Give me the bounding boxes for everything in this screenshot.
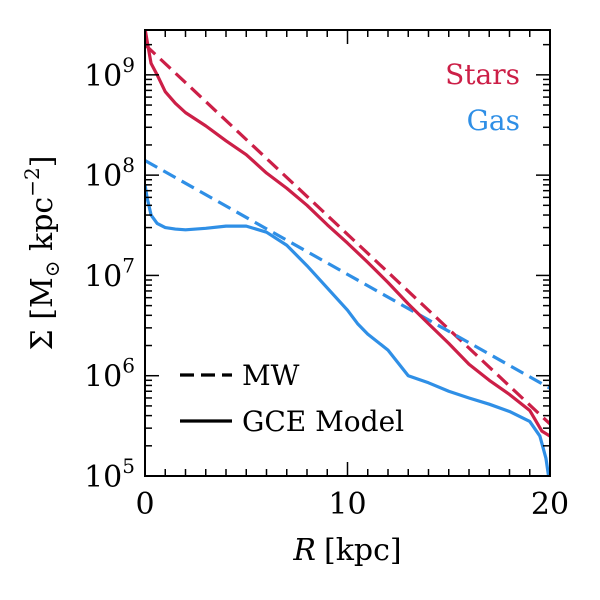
legend-label-stars: Stars (445, 58, 520, 91)
y-tick-label-base: 10 (84, 460, 122, 495)
y-tick-label-exp: 6 (122, 354, 135, 378)
y-tick-label-base: 10 (84, 59, 122, 94)
series-layer (145, 30, 550, 476)
y-tick-label: 108 (84, 153, 135, 194)
y-tick-label-exp: 5 (122, 454, 135, 478)
plot-frame (144, 29, 551, 477)
series-line-stars-gce-model (145, 30, 550, 438)
x-axis-label-unit: [kpc] (324, 533, 402, 568)
x-axis-label-var: R (292, 533, 316, 568)
y-axis-label: Σ [M⊙ kpc−2] (20, 156, 64, 351)
series-line-stars-mw (145, 43, 550, 426)
y-tick-label-base: 10 (84, 360, 122, 395)
y-tick-label-exp: 8 (122, 153, 135, 177)
y-tick-label: 105 (84, 454, 135, 495)
x-tick-label: 10 (328, 487, 366, 522)
legend-label-solid: GCE Model (242, 405, 404, 438)
x-axis-label: R [kpc] (292, 533, 401, 568)
y-tick-label-base: 10 (84, 259, 122, 294)
y-tick-label: 106 (84, 354, 135, 395)
series-line-gas-mw (145, 159, 550, 390)
y-tick-label: 107 (84, 253, 135, 294)
series-line-gas-gce-model (145, 184, 550, 476)
legend-label-gas: Gas (467, 104, 520, 137)
y-tick-label: 109 (84, 53, 135, 94)
x-tick-label: 20 (531, 487, 569, 522)
legend-series: Stars Gas (445, 58, 520, 137)
y-tick-label-exp: 9 (122, 53, 135, 77)
x-tick-label: 0 (135, 487, 154, 522)
y-tick-label-exp: 7 (122, 253, 135, 277)
y-tick-label-base: 10 (84, 159, 122, 194)
legend-style: MW GCE Model (180, 359, 404, 438)
legend-label-dashed: MW (242, 359, 300, 392)
